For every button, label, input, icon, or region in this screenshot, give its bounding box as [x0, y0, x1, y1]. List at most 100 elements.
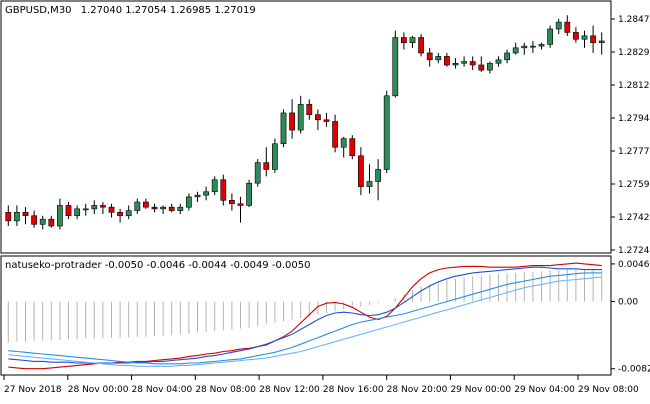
indicator-tick-label: 0.0046 — [618, 260, 650, 270]
candle-body — [280, 112, 287, 145]
candle-body — [512, 47, 519, 54]
price-axis: 1.28476 1.28295 1.28120 1.27945 1.27770 1.275… — [611, 15, 650, 256]
candle-body — [65, 205, 72, 217]
candle-body — [143, 201, 149, 208]
candle-body — [375, 169, 381, 182]
candle-body — [598, 40, 605, 43]
candle-body — [177, 206, 184, 211]
candle-body — [74, 208, 80, 217]
price-tick-label: 1.28295 — [618, 48, 650, 58]
candlestick-series — [5, 15, 605, 230]
time-tick-label: 28 Nov 12:00 — [259, 385, 320, 395]
candle-body — [14, 212, 20, 222]
candle-body — [203, 191, 209, 196]
candle-body — [495, 59, 502, 64]
candle-body — [349, 138, 356, 157]
candle-body — [306, 104, 313, 115]
candle-body — [366, 181, 373, 187]
candle-body — [82, 208, 89, 211]
candle-body — [220, 179, 227, 201]
candle-body — [254, 162, 261, 184]
candle-body — [22, 212, 29, 217]
svg-text:GBPUSD,M30 1.27040 1.270: GBPUSD,M30 1.27040 1.27054 1.26985 1.270… — [5, 5, 256, 16]
candle-body — [478, 64, 485, 71]
candle-body — [469, 61, 476, 66]
candle-body — [426, 52, 433, 61]
price-tick-label: 1.27945 — [618, 114, 650, 124]
symbol-label: GBPUSD,M30 — [5, 5, 72, 16]
time-tick-label: 29 Nov 04:00 — [514, 385, 575, 395]
candle-body — [461, 61, 467, 64]
candle-body — [246, 182, 252, 206]
price-tick-label: 1.28120 — [618, 81, 650, 91]
candle-body — [538, 44, 545, 47]
candle-body — [134, 201, 141, 211]
candle-body — [487, 62, 493, 71]
candle-body — [383, 95, 390, 170]
candle-body — [573, 32, 579, 40]
candle-body — [521, 45, 528, 49]
candle-body — [100, 205, 106, 208]
time-tick-label: 27 Nov 2018 — [4, 385, 62, 395]
candle-body — [555, 21, 562, 30]
candle-body — [401, 37, 407, 43]
candle-body — [452, 62, 459, 66]
candle-body — [125, 210, 132, 217]
price-tick-label: 1.28476 — [618, 15, 650, 25]
candle-body — [211, 179, 218, 193]
price-tick-label: 1.27245 — [618, 246, 650, 256]
candle-body — [323, 119, 330, 122]
time-tick-label: 28 Nov 04:00 — [132, 385, 193, 395]
time-tick-label: 29 Nov 08:00 — [578, 385, 639, 395]
candle-body — [289, 112, 295, 131]
candle-body — [194, 194, 201, 198]
candle-body — [57, 205, 63, 227]
candle-body — [315, 114, 321, 121]
candle-body — [435, 56, 442, 61]
candle-body — [504, 52, 510, 61]
candle-body — [229, 200, 235, 205]
time-tick-label: 28 Nov 08:00 — [195, 385, 256, 395]
candle-body — [5, 212, 12, 222]
candle-body — [547, 28, 553, 45]
candle-body — [590, 35, 596, 43]
time-tick-label: 28 Nov 20:00 — [387, 385, 448, 395]
candle-body — [108, 206, 115, 213]
candle-body — [117, 212, 123, 217]
candle-body — [358, 155, 364, 187]
candle-body — [263, 162, 270, 170]
candle-body — [332, 121, 338, 148]
candle-body — [48, 218, 55, 227]
indicator-label: natuseko-protrader -0.0050 -0.0046 -0.00… — [5, 260, 310, 271]
candle-body — [186, 196, 192, 208]
candle-body — [297, 104, 304, 131]
ohlc-label: 1.27040 1.27054 1.26985 1.27019 — [81, 5, 256, 16]
candle-body — [409, 37, 416, 43]
time-tick-label: 28 Nov 16:00 — [323, 385, 384, 395]
candle-body — [418, 37, 424, 54]
candle-body — [91, 205, 98, 210]
candle-body — [168, 206, 175, 211]
candle-body — [530, 45, 536, 48]
time-axis: 27 Nov 2018 28 Nov 00:00 28 Nov 04:00 28 No… — [3, 375, 639, 395]
candle-body — [151, 206, 158, 210]
indicator-histogram — [7, 268, 603, 343]
indicator-tick-label: 0.00 — [618, 298, 638, 308]
candle-body — [444, 56, 450, 66]
indicator-line-line-blue3 — [8, 276, 602, 367]
indicator-line-line-blue2 — [8, 272, 602, 365]
indicator-axis: 0.0046 0.00 -0.0082 — [611, 260, 650, 375]
candle-body — [340, 138, 347, 148]
price-panel-frame — [0, 0, 612, 254]
time-tick-label: 28 Nov 00:00 — [68, 385, 129, 395]
price-tick-label: 1.27595 — [618, 180, 650, 190]
time-tick-label: 29 Nov 00:00 — [450, 385, 511, 395]
candle-body — [160, 206, 166, 210]
candle-body — [39, 218, 46, 225]
candle-body — [392, 37, 399, 97]
candle-body — [31, 215, 37, 225]
candle-body — [237, 203, 244, 206]
